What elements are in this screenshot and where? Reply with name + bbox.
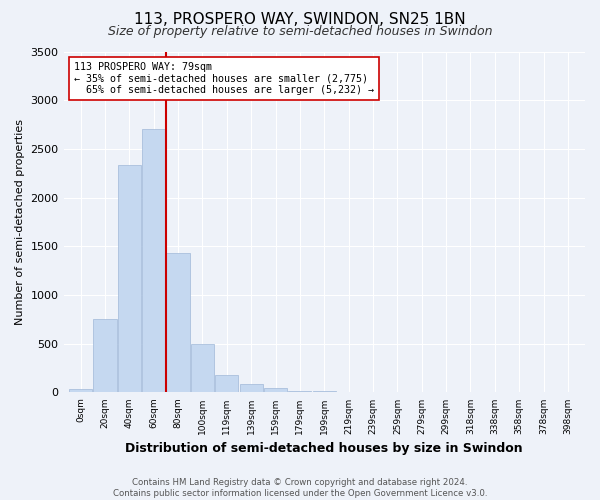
Text: Contains HM Land Registry data © Crown copyright and database right 2024.
Contai: Contains HM Land Registry data © Crown c…	[113, 478, 487, 498]
Text: Size of property relative to semi-detached houses in Swindon: Size of property relative to semi-detach…	[108, 25, 492, 38]
Bar	[215, 376, 238, 392]
Bar	[191, 344, 214, 392]
Bar	[69, 388, 92, 392]
Bar	[166, 253, 190, 392]
Bar	[239, 384, 263, 392]
Bar	[142, 130, 165, 392]
Bar	[94, 320, 116, 392]
Bar	[264, 388, 287, 392]
Y-axis label: Number of semi-detached properties: Number of semi-detached properties	[15, 119, 25, 325]
X-axis label: Distribution of semi-detached houses by size in Swindon: Distribution of semi-detached houses by …	[125, 442, 523, 455]
Bar	[118, 166, 141, 392]
Text: 113, PROSPERO WAY, SWINDON, SN25 1BN: 113, PROSPERO WAY, SWINDON, SN25 1BN	[134, 12, 466, 28]
Text: 113 PROSPERO WAY: 79sqm
← 35% of semi-detached houses are smaller (2,775)
  65% : 113 PROSPERO WAY: 79sqm ← 35% of semi-de…	[74, 62, 374, 95]
